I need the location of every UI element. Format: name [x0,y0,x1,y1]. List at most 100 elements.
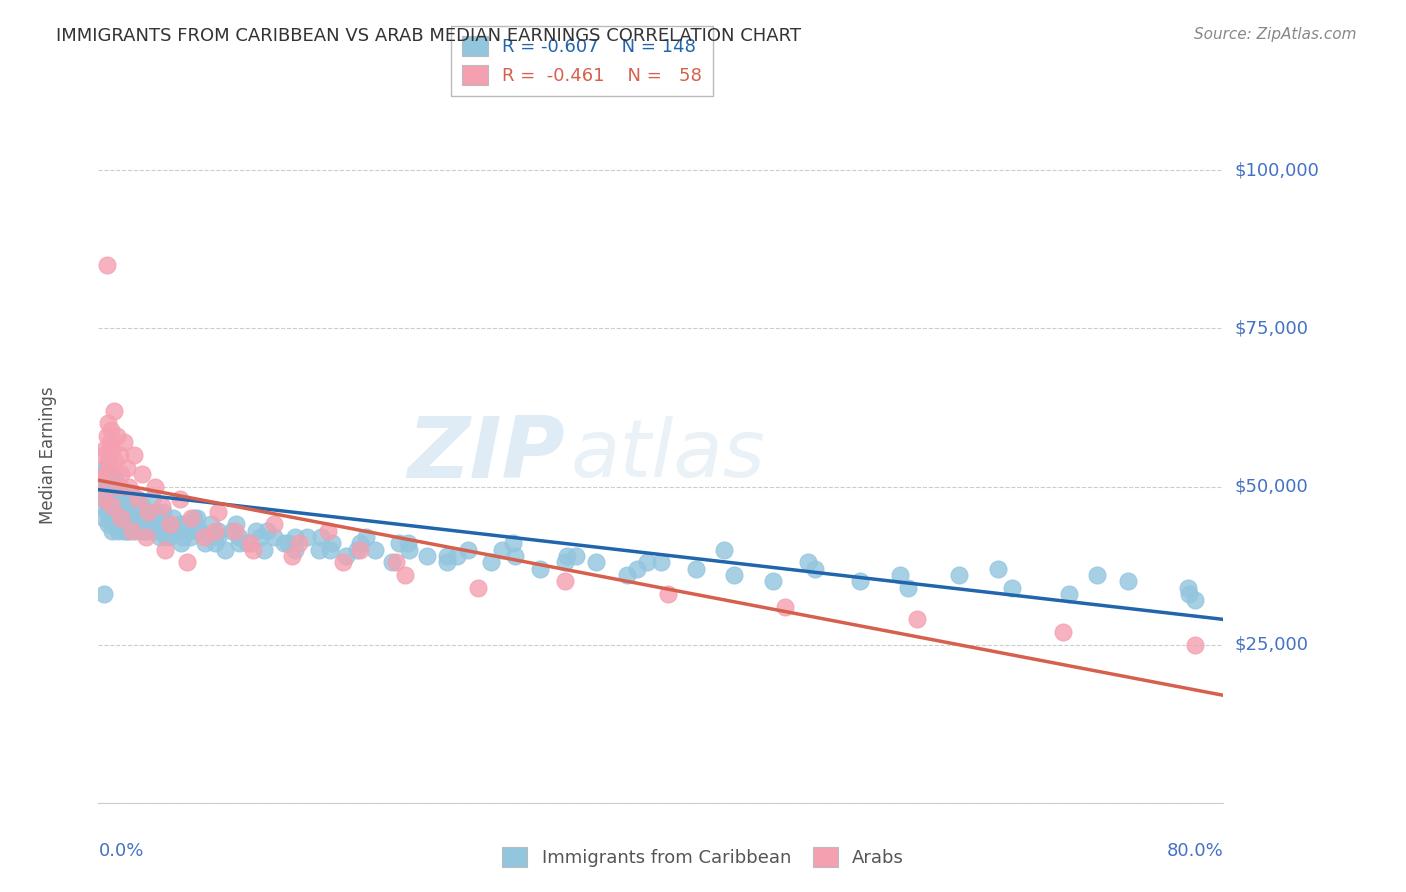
Point [186,524,208,538]
Point [207,524,229,538]
Point [288,536,311,550]
Point [136,505,159,519]
Point [224,524,246,538]
Point [436,549,458,563]
Point [96,258,118,272]
Point [159,517,181,532]
Text: $75,000: $75,000 [1234,319,1309,337]
Point [93,492,115,507]
Point [122,448,145,462]
Point [155,517,177,532]
Point [104,473,127,487]
Point [457,542,479,557]
Point [155,530,177,544]
Point [103,492,125,507]
Point [94,460,117,475]
Point [110,511,132,525]
Point [125,492,148,507]
Point [118,479,141,493]
Legend: Immigrants from Caribbean, Arabs: Immigrants from Caribbean, Arabs [495,839,911,874]
Point [98,460,121,475]
Point [104,517,127,532]
Point [281,549,304,563]
Point [101,524,124,538]
Point [277,536,299,550]
Point [94,442,117,456]
Point [585,556,607,570]
Point [169,517,191,532]
Point [308,542,330,557]
Point [153,542,176,557]
Point [98,486,121,500]
Point [1177,581,1199,595]
Point [141,492,163,507]
Point [90,473,112,487]
Point [96,479,118,493]
Point [143,505,166,519]
Legend: R = -0.607    N = 148, R =  -0.461    N =   58: R = -0.607 N = 148, R = -0.461 N = 58 [451,26,713,96]
Point [100,467,122,481]
Point [176,556,198,570]
Point [321,536,343,550]
Point [90,499,112,513]
Point [152,505,174,519]
Point [166,524,188,538]
Point [554,556,576,570]
Point [104,486,127,500]
Point [436,556,458,570]
Point [143,479,166,493]
Point [242,542,264,557]
Point [332,556,354,570]
Point [349,536,371,550]
Point [93,467,115,481]
Point [773,599,796,614]
Text: Median Earnings: Median Earnings [39,386,56,524]
Point [207,505,229,519]
Point [108,479,131,493]
Point [204,524,226,538]
Point [905,612,928,626]
Point [713,542,735,557]
Text: IMMIGRANTS FROM CARIBBEAN VS ARAB MEDIAN EARNINGS CORRELATION CHART: IMMIGRANTS FROM CARIBBEAN VS ARAB MEDIAN… [56,27,801,45]
Text: Source: ZipAtlas.com: Source: ZipAtlas.com [1194,27,1357,42]
Point [491,542,513,557]
Point [1184,593,1206,607]
Point [309,530,332,544]
Point [228,536,250,550]
Point [110,511,132,525]
Point [385,556,408,570]
Point [96,505,118,519]
Point [849,574,872,589]
Point [114,505,136,519]
Point [183,511,205,525]
Point [172,530,194,544]
Point [108,448,131,462]
Point [245,524,267,538]
Point [122,505,145,519]
Point [503,549,526,563]
Point [108,499,131,513]
Point [616,568,638,582]
Point [657,587,679,601]
Point [239,536,262,550]
Point [93,511,115,525]
Point [221,524,243,538]
Point [115,460,138,475]
Point [157,517,180,532]
Point [129,517,152,532]
Point [1085,568,1108,582]
Point [256,524,278,538]
Text: 80.0%: 80.0% [1167,842,1223,860]
Point [131,524,153,538]
Point [284,542,307,557]
Point [136,505,159,519]
Point [94,467,117,481]
Point [127,492,149,507]
Point [127,511,149,525]
Point [105,505,128,519]
Point [105,511,128,525]
Point [124,524,146,538]
Point [93,587,115,601]
Point [112,524,135,538]
Point [1184,638,1206,652]
